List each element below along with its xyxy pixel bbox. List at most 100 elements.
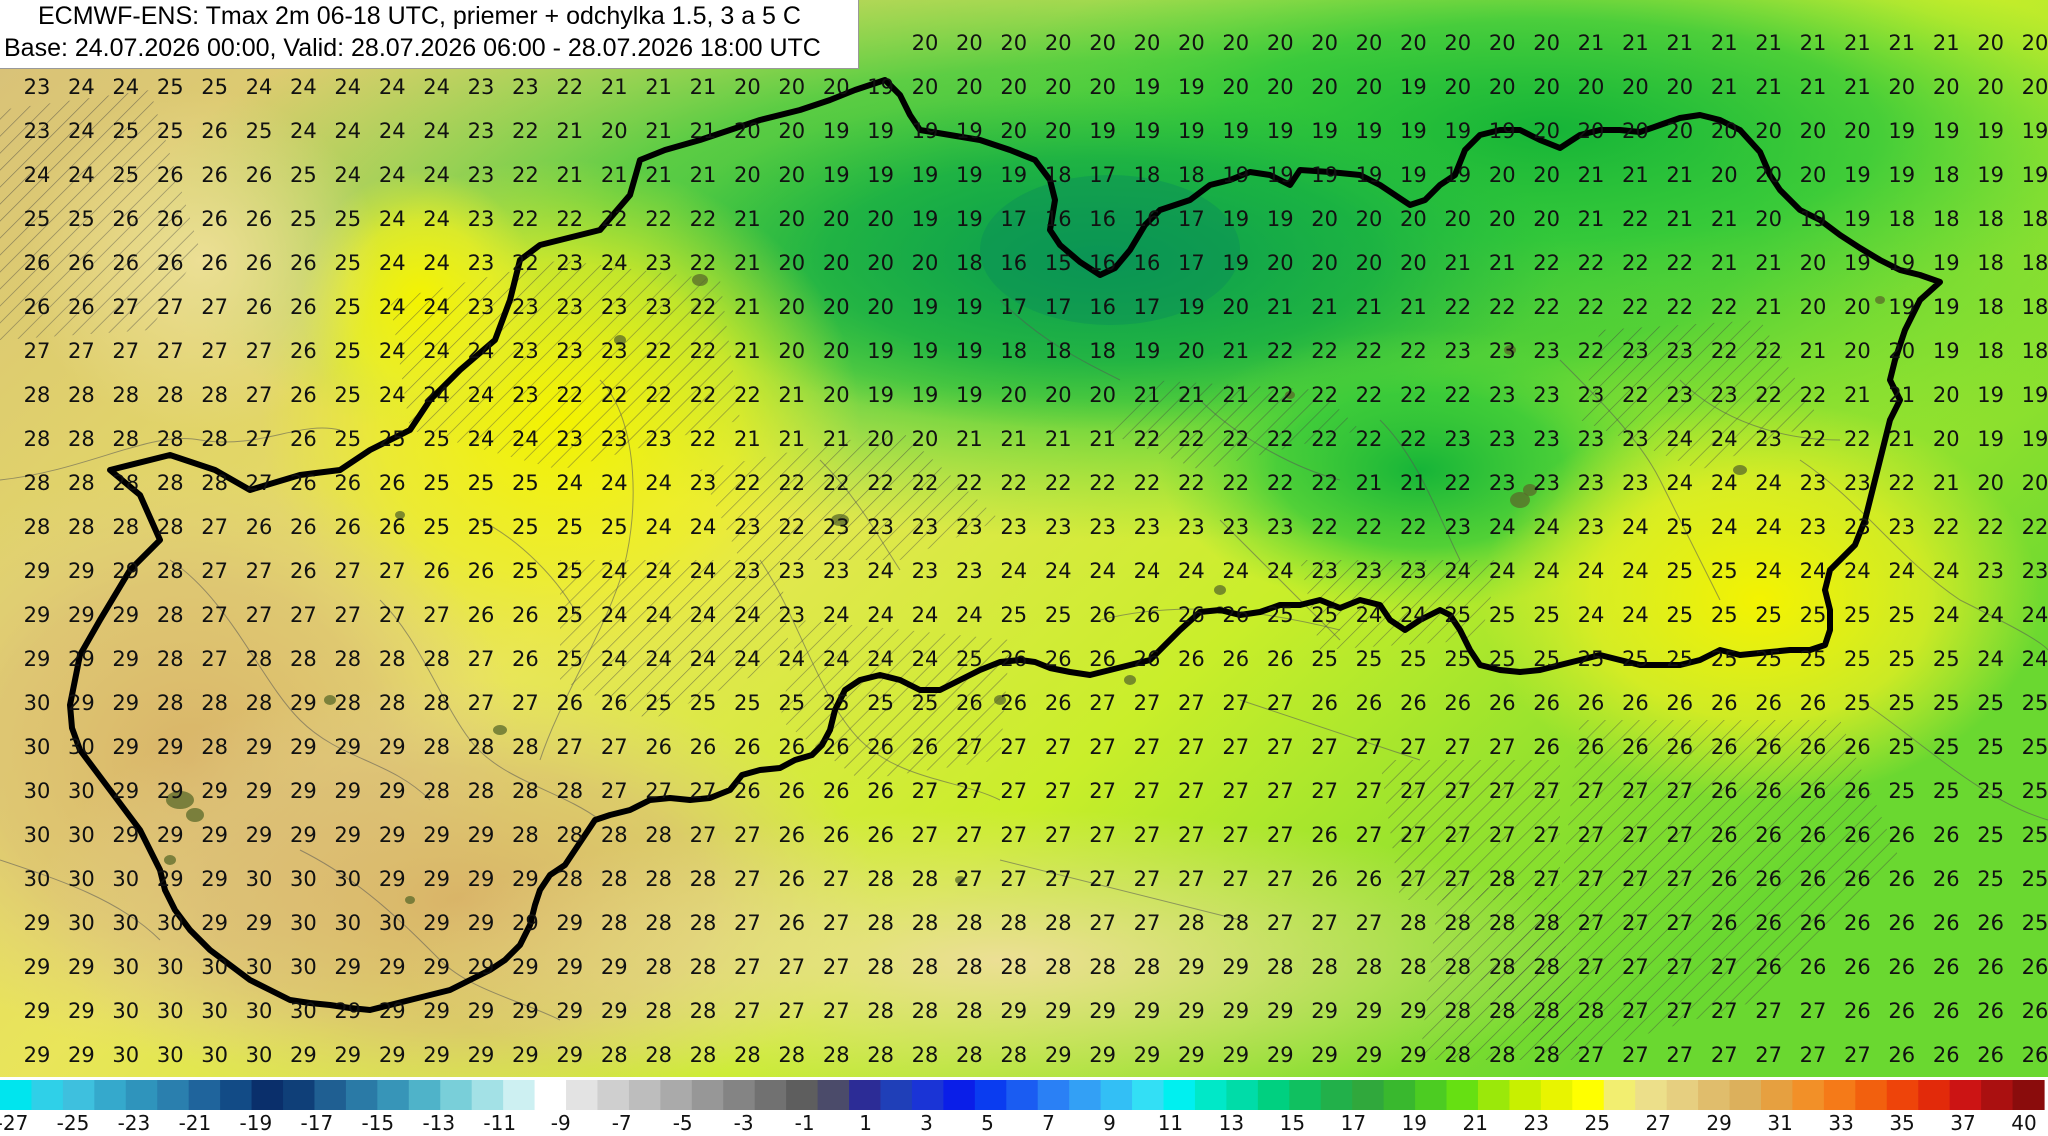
colorbar-tick-label: -3 — [734, 1111, 754, 1135]
grid-temperature-value: 24 — [1578, 559, 1605, 583]
grid-temperature-value: 25 — [1666, 515, 1693, 539]
grid-temperature-value: 25 — [423, 427, 450, 451]
grid-temperature-value: 27 — [1578, 823, 1605, 847]
grid-temperature-value: 26 — [1533, 691, 1560, 715]
grid-temperature-value: 22 — [778, 515, 805, 539]
grid-temperature-value: 25 — [1933, 647, 1960, 671]
grid-temperature-value: 27 — [1089, 823, 1116, 847]
grid-temperature-value: 29 — [468, 867, 495, 891]
colorbar-tick-label: 37 — [1950, 1111, 1975, 1135]
grid-temperature-value: 25 — [1578, 647, 1605, 671]
grid-temperature-value: 29 — [68, 691, 95, 715]
grid-temperature-value: 19 — [1844, 163, 1871, 187]
grid-temperature-value: 29 — [201, 867, 228, 891]
grid-temperature-value: 29 — [468, 955, 495, 979]
grid-temperature-value: 28 — [201, 383, 228, 407]
colorbar-swatch — [566, 1080, 599, 1110]
grid-temperature-value: 24 — [1222, 559, 1249, 583]
grid-temperature-value: 26 — [1800, 911, 1827, 935]
grid-temperature-value: 18 — [2022, 251, 2048, 275]
grid-temperature-value: 20 — [778, 163, 805, 187]
grid-temperature-value: 27 — [1222, 691, 1249, 715]
grid-temperature-value: 23 — [1311, 559, 1338, 583]
grid-temperature-value: 20 — [1178, 339, 1205, 363]
grid-temperature-value: 28 — [1222, 911, 1249, 935]
grid-temperature-value: 27 — [1666, 955, 1693, 979]
grid-temperature-value: 29 — [512, 999, 539, 1023]
grid-temperature-value: 28 — [1045, 911, 1072, 935]
grid-temperature-value: 26 — [601, 691, 628, 715]
grid-temperature-value: 21 — [1578, 31, 1605, 55]
grid-temperature-value: 24 — [867, 647, 894, 671]
grid-temperature-value: 18 — [2022, 295, 2048, 319]
grid-temperature-value: 29 — [512, 911, 539, 935]
colorbar-swatch — [188, 1080, 221, 1110]
grid-temperature-value: 29 — [68, 1043, 95, 1067]
grid-temperature-value: 20 — [1267, 31, 1294, 55]
grid-temperature-value: 30 — [201, 955, 228, 979]
grid-temperature-value: 29 — [246, 911, 273, 935]
grid-temperature-value: 29 — [334, 823, 361, 847]
grid-temperature-value: 29 — [556, 955, 583, 979]
colorbar-swatch — [817, 1080, 850, 1110]
grid-temperature-value: 20 — [1222, 295, 1249, 319]
grid-temperature-value: 20 — [823, 383, 850, 407]
grid-temperature-value: 20 — [867, 295, 894, 319]
grid-temperature-value: 30 — [68, 911, 95, 935]
grid-temperature-value: 29 — [1000, 999, 1027, 1023]
grid-temperature-value: 19 — [1400, 163, 1427, 187]
colorbar-swatch — [1383, 1080, 1416, 1110]
grid-temperature-value: 27 — [956, 823, 983, 847]
grid-temperature-value: 27 — [1622, 999, 1649, 1023]
grid-temperature-value: 23 — [912, 515, 939, 539]
grid-temperature-value: 27 — [1533, 823, 1560, 847]
grid-temperature-value: 29 — [334, 1043, 361, 1067]
colorbar-swatch — [1289, 1080, 1322, 1110]
grid-temperature-value: 20 — [1311, 75, 1338, 99]
colorbar-tick-label: -11 — [483, 1111, 516, 1135]
colorbar-tick-label: 11 — [1158, 1111, 1183, 1135]
grid-temperature-value: 23 — [1000, 515, 1027, 539]
grid-temperature-value: 20 — [1844, 119, 1871, 143]
grid-temperature-value: 29 — [423, 999, 450, 1023]
colorbar-swatch — [1666, 1080, 1699, 1110]
grid-temperature-value: 26 — [1844, 823, 1871, 847]
grid-temperature-value: 26 — [290, 383, 317, 407]
grid-temperature-value: 26 — [468, 603, 495, 627]
grid-temperature-value: 28 — [867, 955, 894, 979]
grid-temperature-value: 20 — [1533, 163, 1560, 187]
grid-temperature-value: 21 — [734, 295, 761, 319]
grid-temperature-value: 26 — [1533, 735, 1560, 759]
grid-temperature-value: 24 — [1622, 559, 1649, 583]
grid-temperature-value: 29 — [468, 999, 495, 1023]
grid-temperature-value: 24 — [334, 119, 361, 143]
grid-temperature-value: 22 — [1134, 471, 1161, 495]
grid-temperature-value: 28 — [1045, 955, 1072, 979]
grid-temperature-value: 19 — [1400, 119, 1427, 143]
grid-temperature-value: 19 — [823, 119, 850, 143]
grid-temperature-value: 20 — [1755, 163, 1782, 187]
grid-temperature-value: 23 — [690, 471, 717, 495]
grid-temperature-value: 20 — [1800, 251, 1827, 275]
grid-temperature-value: 21 — [1800, 339, 1827, 363]
grid-temperature-value: 27 — [1755, 1043, 1782, 1067]
grid-temperature-value: 24 — [1622, 603, 1649, 627]
grid-temperature-value: 19 — [1356, 119, 1383, 143]
grid-temperature-value: 19 — [1267, 163, 1294, 187]
grid-temperature-value: 21 — [1711, 31, 1738, 55]
grid-temperature-value: 22 — [512, 207, 539, 231]
grid-temperature-value: 21 — [734, 339, 761, 363]
grid-temperature-value: 21 — [1800, 75, 1827, 99]
grid-temperature-value: 25 — [1844, 603, 1871, 627]
grid-temperature-value: 27 — [823, 867, 850, 891]
grid-temperature-value: 27 — [912, 823, 939, 847]
grid-temperature-value: 28 — [112, 427, 139, 451]
grid-temperature-value: 19 — [2022, 119, 2048, 143]
grid-temperature-value: 20 — [1622, 119, 1649, 143]
grid-temperature-value: 22 — [1578, 251, 1605, 275]
grid-temperature-value: 19 — [912, 383, 939, 407]
grid-temperature-value: 28 — [601, 1043, 628, 1067]
grid-temperature-value: 24 — [423, 119, 450, 143]
grid-temperature-value: 24 — [1622, 515, 1649, 539]
grid-temperature-value: 29 — [379, 955, 406, 979]
